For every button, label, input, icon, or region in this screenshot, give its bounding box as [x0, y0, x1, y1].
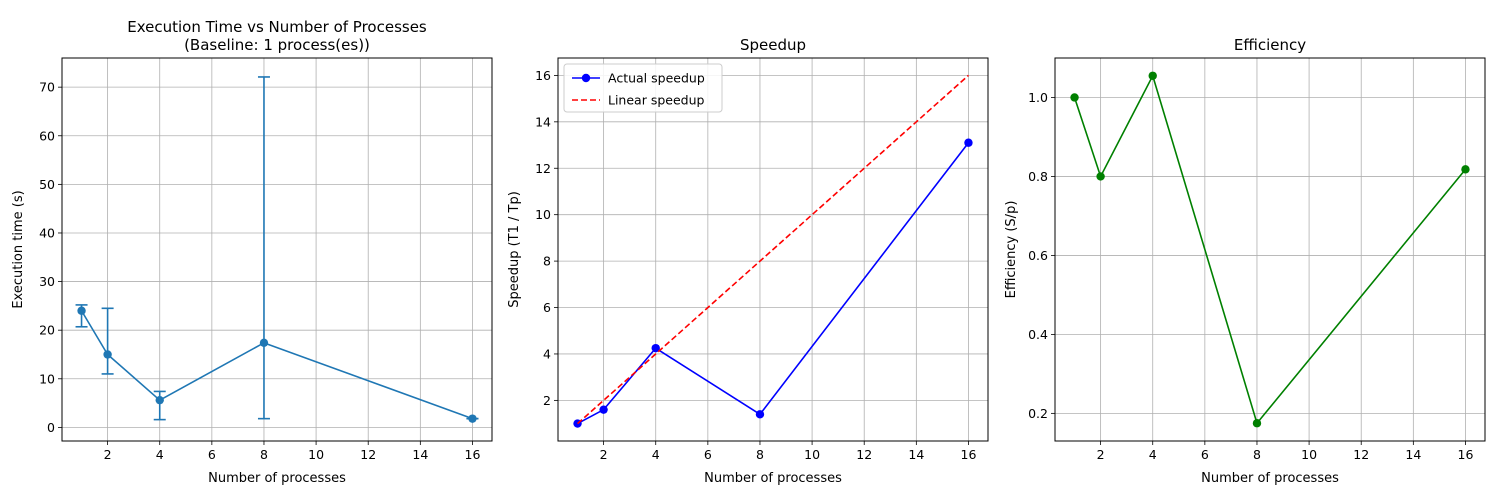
speedup-data-point	[599, 405, 608, 414]
execution-time-y-tick-label: 70	[39, 80, 55, 95]
efficiency-data-point	[1252, 419, 1262, 428]
efficiency-x-tick-label: 12	[1353, 447, 1369, 462]
execution-time-y-axis-label: Execution time (s)	[11, 190, 26, 308]
speedup-y-tick-label: 4	[543, 346, 551, 361]
execution-time-chart: 2 4 6 8 10 12 14 16 0 10 20 30 40 50 60 70 Execution Tim…	[11, 18, 493, 486]
speedup-y-tick-label: 12	[535, 161, 551, 176]
execution-time-title: (Baseline: 1 process(es))	[184, 36, 370, 54]
efficiency-y-tick-label: 0.6	[1028, 248, 1048, 263]
execution-time-axes-frame	[61, 57, 493, 442]
speedup-legend-marker	[581, 73, 591, 83]
efficiency-x-tick-label: 4	[1149, 447, 1157, 462]
speedup-legend-box	[563, 63, 723, 113]
efficiency-x-tick-label: 14	[1405, 447, 1421, 462]
efficiency-y-tick-label: 0.2	[1028, 406, 1048, 421]
execution-time-y-tick-label: 60	[39, 128, 55, 143]
execution-time-series-line-0	[80, 310, 473, 420]
speedup-legend-label: Actual speedup	[608, 71, 705, 86]
execution-time-data-point	[103, 350, 112, 359]
speedup-y-tick-label: 2	[543, 393, 551, 408]
speedup-y-tick-label: 6	[543, 300, 551, 315]
execution-time-x-tick-label: 16	[465, 447, 481, 462]
speedup-axes-frame	[557, 57, 989, 442]
speedup-x-tick-label: 2	[600, 447, 608, 462]
speedup-data-point	[755, 410, 765, 419]
speedup-y-axis-label: Speedup (T1 / Tp)	[507, 191, 522, 308]
efficiency-data-point	[1148, 71, 1157, 80]
execution-time-data-point	[155, 395, 164, 405]
efficiency-data-point	[1096, 172, 1105, 181]
execution-time-x-tick-label: 10	[308, 447, 324, 462]
efficiency-x-tick-label: 6	[1201, 447, 1209, 462]
execution-time-x-tick-label: 8	[260, 447, 268, 462]
speedup-y-tick-label: 8	[543, 254, 551, 269]
speedup-x-tick-label: 16	[961, 447, 977, 462]
speedup-legend-label: Linear speedup	[608, 93, 705, 108]
efficiency-y-axis-label: Efficiency (S/p)	[1004, 201, 1019, 299]
efficiency-y-tick-label: 0.4	[1028, 327, 1048, 342]
execution-time-x-tick-label: 4	[156, 447, 164, 462]
speedup-series-line-0	[577, 142, 970, 425]
speedup-y-tick-label: 16	[535, 68, 551, 83]
speedup-x-axis-label: Number of processes	[704, 471, 842, 486]
efficiency-data-point	[1461, 165, 1470, 174]
efficiency-y-tick-label: 0.8	[1028, 169, 1048, 184]
efficiency-x-axis-label: Number of processes	[1201, 471, 1339, 486]
speedup-data-point	[964, 138, 973, 147]
speedup-y-tick-label: 14	[535, 114, 551, 129]
speedup-data-point	[651, 343, 660, 353]
execution-time-data-point	[259, 338, 269, 348]
efficiency-title: Efficiency	[1234, 36, 1306, 54]
execution-time-data-point	[77, 306, 86, 315]
execution-time-y-tick-label: 50	[39, 177, 55, 192]
efficiency-x-tick-label: 16	[1458, 447, 1474, 462]
speedup-legend: Actual speedup Linear speedup	[563, 63, 723, 113]
speedup-chart: 2 4 6 8 10 12 14 16 2 4 6 8 10 12 14 16 Speedup Number of…	[507, 36, 989, 486]
speedup-x-tick-label: 12	[856, 447, 872, 462]
speedup-title: Speedup	[740, 36, 806, 54]
speedup-x-tick-label: 8	[756, 447, 764, 462]
execution-time-y-tick-label: 30	[39, 274, 55, 289]
efficiency-axes-frame	[1054, 57, 1486, 442]
execution-time-x-axis-label: Number of processes	[208, 471, 346, 486]
efficiency-x-tick-label: 10	[1301, 447, 1317, 462]
execution-time-y-tick-label: 20	[39, 323, 55, 338]
speedup-x-tick-label: 14	[908, 447, 924, 462]
efficiency-data-point	[1070, 93, 1079, 102]
speedup-series-line-1	[577, 74, 969, 425]
efficiency-x-tick-label: 8	[1253, 447, 1261, 462]
execution-time-y-tick-label: 40	[39, 225, 55, 240]
execution-time-x-tick-label: 14	[412, 447, 428, 462]
execution-time-x-tick-label: 2	[104, 447, 112, 462]
speedup-y-tick-label: 10	[535, 207, 551, 222]
efficiency-chart: 2 4 6 8 10 12 14 16 0.2 0.4 0.6 0.8 1.0 Efficiency Num…	[1004, 36, 1486, 486]
execution-time-title: Execution Time vs Number of Processes	[127, 18, 427, 36]
speedup-x-tick-label: 10	[804, 447, 820, 462]
execution-time-y-tick-label: 10	[39, 371, 55, 386]
efficiency-x-tick-label: 2	[1097, 447, 1105, 462]
execution-time-x-tick-label: 12	[360, 447, 376, 462]
execution-time-y-tick-label: 0	[47, 420, 55, 435]
execution-time-data-point	[468, 414, 477, 423]
execution-time-x-tick-label: 6	[208, 447, 216, 462]
efficiency-y-tick-label: 1.0	[1028, 90, 1048, 105]
efficiency-series-line-0	[1073, 73, 1467, 425]
speedup-x-tick-label: 4	[652, 447, 660, 462]
speedup-x-tick-label: 6	[704, 447, 712, 462]
